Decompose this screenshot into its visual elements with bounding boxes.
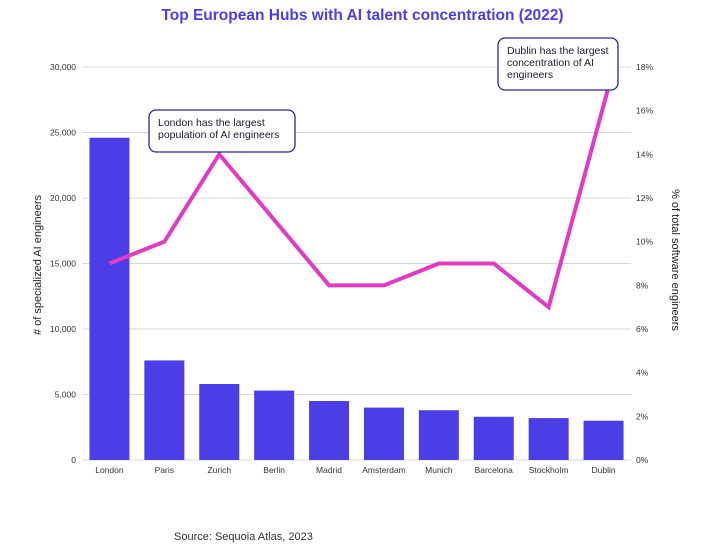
x-tick-label: Berlin (263, 465, 285, 475)
annotation-text: Dublin has the largest (507, 45, 609, 57)
source-note: Source: Sequoia Atlas, 2023 (174, 531, 313, 543)
y2-tick-label: 16% (636, 106, 653, 116)
x-tick-label: Paris (155, 465, 174, 475)
bar (199, 384, 240, 460)
x-tick-label: Stockholm (529, 465, 569, 475)
x-tick-label: Madrid (316, 465, 342, 475)
y2-tick-label: 6% (636, 324, 649, 334)
x-tick-label: Munich (425, 465, 453, 475)
annotation-frame (148, 109, 296, 153)
y2-tick-label: 10% (636, 237, 653, 247)
x-tick-label: Barcelona (475, 465, 514, 475)
annotation-text: population of AI engineers (158, 129, 279, 141)
y2-tick-label: 8% (636, 280, 649, 290)
y-axis-label: # of specialized AI engineers (32, 194, 44, 335)
y-tick-label: 10,000 (50, 324, 76, 334)
y-tick-label: 5,000 (55, 390, 77, 400)
y-tick-label: 25,000 (50, 128, 76, 138)
x-axis-ticks: London Paris Zurich Berlin Madrid Amsterdam Mu… (95, 465, 616, 475)
y-tick-label: 20,000 (50, 193, 76, 203)
chart-title: Top European Hubs with AI talent concent… (161, 7, 564, 24)
x-tick-label: Dublin (591, 465, 615, 475)
y-tick-label: 30,000 (50, 62, 76, 72)
bar (363, 407, 404, 460)
y2-tick-label: 2% (636, 411, 649, 421)
y2-tick-label: 4% (636, 368, 649, 378)
x-tick-label: Zurich (207, 465, 231, 475)
bar (583, 420, 624, 460)
y2-axis-label: % of total software engineers (669, 189, 681, 331)
right-axis-ticks: 0% 2% 4% 6% 8% 10% 12% 14% 16% 18% (636, 62, 653, 465)
bar (89, 137, 130, 461)
y2-tick-label: 14% (636, 149, 653, 159)
bar (473, 416, 514, 460)
annotation-text: engineers (507, 69, 553, 81)
bar-series (89, 137, 624, 461)
annotation-frame (497, 37, 619, 91)
y-tick-label: 15,000 (50, 259, 76, 269)
series-line (108, 86, 611, 311)
y2-tick-label: 18% (636, 62, 653, 72)
bar (144, 360, 185, 460)
x-tick-label: Amsterdam (362, 465, 405, 475)
annotation-text: London has the largest (158, 117, 265, 129)
y2-tick-label: 0% (636, 455, 649, 465)
bar (254, 390, 295, 460)
left-axis-ticks: 0 5,000 10,000 15,000 20,000 25,000 30,000 (50, 62, 76, 465)
bar (528, 418, 569, 460)
annotation-text: concentration of AI (507, 57, 594, 69)
x-tick-label: London (95, 465, 124, 475)
bar (309, 401, 350, 460)
line-series (108, 86, 611, 311)
y2-tick-label: 12% (636, 193, 653, 203)
y-tick-label: 0 (71, 455, 76, 465)
bar (418, 410, 459, 460)
